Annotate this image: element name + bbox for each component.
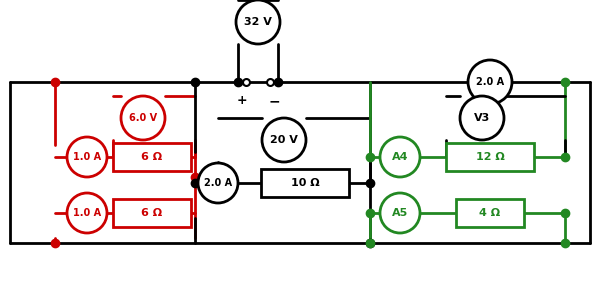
Text: 4 Ω: 4 Ω	[479, 208, 500, 218]
Circle shape	[67, 193, 107, 233]
Circle shape	[67, 137, 107, 177]
Circle shape	[236, 0, 280, 44]
Text: 1.0 A: 1.0 A	[73, 208, 101, 218]
Text: 1.0 A: 1.0 A	[73, 152, 101, 162]
Text: V3: V3	[474, 113, 490, 123]
Text: +: +	[236, 94, 247, 107]
Circle shape	[460, 96, 504, 140]
Text: A4: A4	[392, 152, 408, 162]
Text: 6.0 V: 6.0 V	[129, 113, 157, 123]
FancyBboxPatch shape	[446, 143, 534, 171]
FancyBboxPatch shape	[456, 199, 524, 227]
Circle shape	[468, 60, 512, 104]
Circle shape	[121, 96, 165, 140]
FancyBboxPatch shape	[261, 169, 349, 197]
Text: 6 Ω: 6 Ω	[142, 208, 163, 218]
Text: 12 Ω: 12 Ω	[476, 152, 505, 162]
Text: 10 Ω: 10 Ω	[290, 178, 319, 188]
Circle shape	[380, 137, 420, 177]
Text: 2.0 A: 2.0 A	[476, 77, 504, 87]
Text: 6 Ω: 6 Ω	[142, 152, 163, 162]
Text: 32 V: 32 V	[244, 17, 272, 27]
FancyBboxPatch shape	[113, 199, 191, 227]
Circle shape	[380, 193, 420, 233]
FancyBboxPatch shape	[113, 143, 191, 171]
Text: A5: A5	[392, 208, 408, 218]
Text: 2.0 A: 2.0 A	[204, 178, 232, 188]
Text: 20 V: 20 V	[270, 135, 298, 145]
Circle shape	[198, 163, 238, 203]
Text: −: −	[268, 94, 280, 108]
Circle shape	[262, 118, 306, 162]
